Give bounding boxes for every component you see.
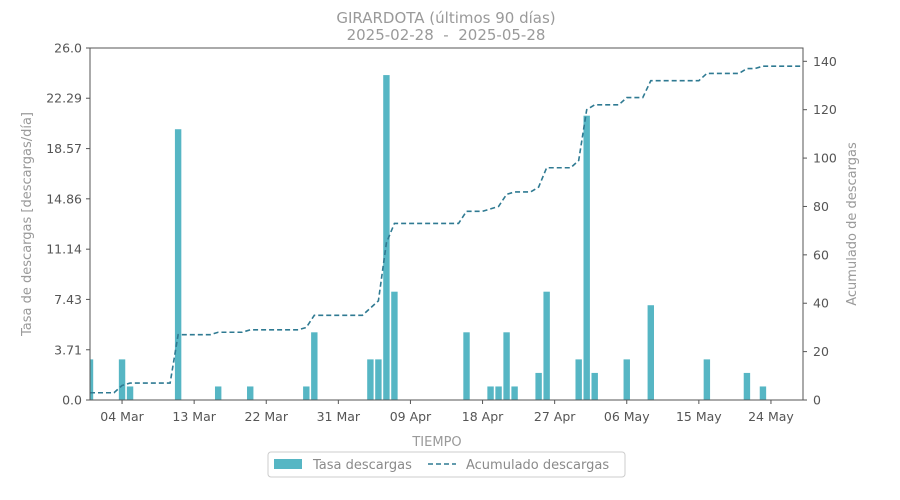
y-tick-label-right-4: 80	[813, 199, 829, 214]
bar-12	[463, 332, 470, 400]
bar-19	[575, 359, 582, 400]
x-tick-label-9: 24 May	[748, 409, 794, 424]
bar-4	[214, 386, 222, 400]
bar-14	[495, 386, 502, 400]
bar-8	[367, 359, 374, 400]
chart-subtitle: 2025-02-28 - 2025-05-28	[347, 26, 546, 44]
y-tick-label-left-4: 14.86	[46, 191, 82, 206]
bar-0	[90, 359, 94, 400]
legend-label-bar: Tasa descargas	[312, 458, 412, 473]
y-tick-label-right-3: 60	[813, 247, 829, 262]
x-tick-label-7: 06 May	[604, 409, 650, 424]
bar-6	[303, 386, 310, 400]
y-tick-label-right-1: 20	[813, 344, 829, 359]
x-tick-label-2: 22 Mar	[245, 409, 289, 424]
bar-1	[118, 359, 126, 400]
y-tick-label-right-0: 0	[813, 393, 821, 408]
bar-21	[591, 372, 598, 400]
bar-11	[391, 291, 398, 400]
y-tick-label-left-3: 11.14	[46, 242, 82, 257]
y-axis-left-label: Tasa de descargas [descargas/día]	[20, 112, 35, 337]
bar-17	[535, 372, 542, 400]
bar-2	[126, 386, 134, 400]
x-axis-label: TIEMPO	[411, 435, 461, 450]
x-tick-label-4: 09 Apr	[390, 409, 432, 424]
legend: Tasa descargas Acumulado descargas	[267, 451, 626, 478]
y-axis-right: 0 20 40 60 80 100 120 140	[803, 54, 837, 408]
y-tick-label-left-0: 0.0	[62, 393, 82, 408]
y-tick-label-left-1: 3.71	[54, 342, 82, 357]
x-tick-label-1: 13 Mar	[172, 409, 216, 424]
bar-10	[383, 75, 390, 400]
x-tick-label-5: 18 Apr	[462, 409, 504, 424]
y-axis-left: 0.0 3.71 7.43 11.14 14.86 18.57 22.29 26.0	[46, 41, 90, 408]
bar-5	[247, 386, 254, 400]
bar-23	[647, 305, 654, 400]
x-axis: 04 Mar 13 Mar 22 Mar 31 Mar 09 Apr 18 Apr 27 A…	[100, 400, 794, 424]
bar-7	[311, 332, 318, 400]
bar-series	[90, 75, 767, 401]
x-tick-label-3: 31 Mar	[317, 409, 361, 424]
cumulative-line	[90, 65, 803, 394]
y-tick-label-right-6: 120	[813, 102, 837, 117]
bar-9	[375, 359, 382, 400]
y-tick-label-right-5: 100	[813, 151, 837, 166]
bar-22	[623, 359, 630, 400]
y-tick-label-right-2: 40	[813, 296, 829, 311]
bar-24	[703, 359, 711, 400]
y-axis-right-label: Acumulado de descargas	[845, 142, 860, 306]
bar-13	[487, 386, 494, 400]
plot-frame	[89, 47, 804, 401]
bar-3	[174, 129, 182, 401]
bar-26	[759, 386, 767, 400]
x-tick-label-8: 15 May	[676, 409, 722, 424]
legend-label-line: Acumulado descargas	[466, 458, 609, 473]
bar-18	[543, 291, 550, 400]
y-tick-label-left-2: 7.43	[54, 292, 82, 307]
legend-swatch-bar	[274, 459, 302, 469]
y-tick-label-left-7: 26.0	[54, 41, 82, 56]
y-tick-label-left-6: 22.29	[46, 91, 82, 106]
bar-25	[743, 372, 751, 400]
x-tick-label-0: 04 Mar	[100, 409, 144, 424]
x-tick-label-6: 27 Apr	[534, 409, 576, 424]
y-tick-label-left-5: 18.57	[46, 141, 82, 156]
bar-20	[583, 115, 590, 400]
y-tick-label-right-7: 140	[813, 54, 837, 69]
chart-title: GIRARDOTA (últimos 90 días)	[336, 9, 555, 27]
bar-16	[511, 386, 518, 400]
bar-15	[503, 332, 510, 400]
